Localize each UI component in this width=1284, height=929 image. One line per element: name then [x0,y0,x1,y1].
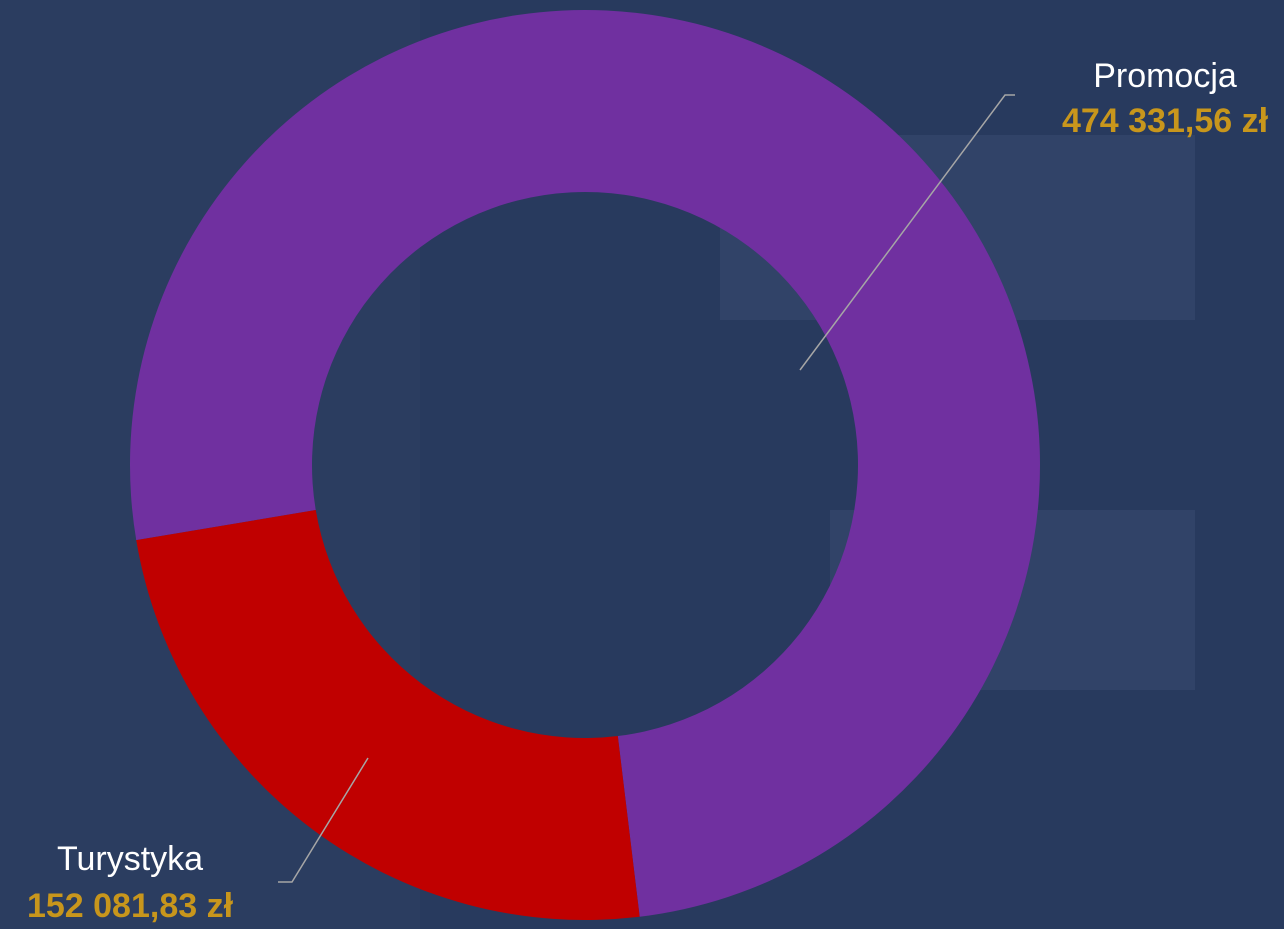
donut [130,10,1041,920]
labels: Promocja 474 331,56 zł Turystyka 152 081,83… [27,57,1269,925]
value-label: 474 331,56 zł [1062,102,1269,140]
value-label: 152 081,83 zł [27,887,234,925]
leader-line [278,757,369,883]
slice [136,510,640,920]
slice [130,10,1041,917]
category-label: Turystyka [57,840,203,878]
category-label: Promocja [1093,57,1237,95]
leader-line [799,94,1015,371]
